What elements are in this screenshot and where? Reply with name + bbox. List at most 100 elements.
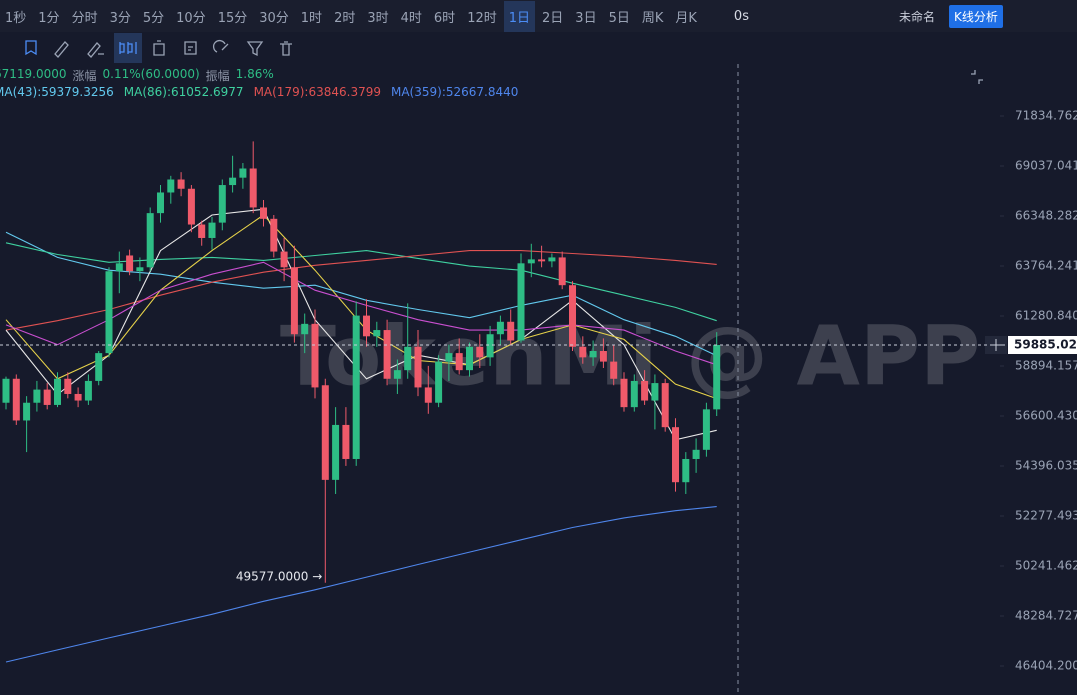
candle-body [43, 389, 51, 405]
toolbar: 1秒 1分 分时 3分 5分 10分 15分 30分 1时 2时 3时 4时 6时 12时 1日 2日 3日 5日… [0, 0, 1077, 32]
tool-candles[interactable] [119, 42, 137, 54]
low-label: 49577.0000 → [236, 569, 322, 583]
tool-bar [0, 32, 1077, 64]
candle-body [136, 267, 144, 272]
candle-body [54, 378, 61, 405]
interval-tab[interactable]: 2日 [542, 10, 564, 26]
legend-value: 61052.6977 [171, 85, 244, 99]
interval-tab[interactable]: 1分 [38, 10, 60, 26]
candle-body [187, 188, 195, 225]
tool-note[interactable] [184, 41, 197, 55]
legend-name: MA(179) [254, 85, 309, 99]
candle-body [393, 370, 401, 379]
candle-body [610, 361, 618, 379]
tool-bookmark[interactable] [25, 40, 37, 56]
last-price-label: 59885.029 [1014, 337, 1077, 351]
candle-body [115, 263, 123, 272]
interval-tab[interactable]: 10分 [176, 10, 206, 26]
last-price-box [1008, 335, 1077, 354]
candle-body [383, 330, 391, 379]
candle-body [558, 257, 566, 286]
candle-body [167, 179, 175, 193]
interval-tab[interactable]: 月K [675, 10, 697, 26]
candle-body [218, 185, 226, 223]
layout-name[interactable]: 未命名 [898, 9, 935, 24]
candle-body [74, 393, 82, 401]
info-label: 涨幅 [72, 69, 97, 83]
legend-value: 63846.3799 [308, 85, 381, 99]
info-value: 0.11%(60.0000) [102, 67, 200, 81]
candle-body [486, 334, 494, 358]
legend-value: 52667.8440 [445, 85, 519, 99]
interval-tab[interactable]: 1日 [503, 0, 536, 32]
candle-body [84, 380, 92, 401]
interval-tab[interactable]: 周K [641, 10, 664, 26]
y-tick-label: 69037.0419 [1015, 159, 1077, 173]
candle-body [352, 315, 360, 459]
info-price: 67119.0000 [0, 67, 67, 81]
candle-body [661, 383, 669, 428]
candle-body [373, 330, 381, 337]
interval-tab[interactable]: 3分 [109, 10, 131, 26]
candle-body [569, 285, 576, 347]
interval-tab[interactable]: 1时 [300, 10, 323, 26]
tool-pen[interactable] [87, 42, 104, 58]
candle-body [424, 387, 432, 403]
candle-body [672, 427, 679, 483]
candle-body [321, 385, 329, 480]
y-tick-label: 61280.840 [1015, 308, 1077, 322]
candle-body [311, 323, 319, 388]
info-line: 67119.0000 涨幅 0.11%(60.0000) 振幅 1.86% [0, 67, 274, 84]
legend-item: MA(179)63846.3799 [254, 85, 381, 99]
candle-body [538, 259, 546, 262]
tool-delete[interactable] [280, 41, 292, 56]
tool-ruler[interactable] [54, 41, 69, 58]
interval-tab[interactable]: 5日 [608, 10, 630, 26]
candle-body [414, 346, 422, 388]
interval-tab[interactable]: 5分 [142, 10, 165, 26]
candle-body [198, 224, 206, 238]
interval-tab[interactable]: 12时 [467, 10, 497, 26]
interval-tab[interactable]: 2时 [334, 10, 356, 26]
tool-timer[interactable] [153, 40, 165, 56]
collapse-icon[interactable] [971, 70, 983, 84]
interval-tab[interactable]: 3时 [367, 10, 389, 26]
tool-filter[interactable] [246, 41, 264, 57]
analysis-button[interactable]: K线分析 [948, 4, 1003, 28]
candle-body [445, 353, 453, 362]
y-tick-label: 71834.7629 [1015, 109, 1077, 123]
interval-tab[interactable]: 3日 [575, 10, 597, 26]
candle-body [270, 218, 278, 252]
candle-body [249, 168, 257, 208]
candle-body [496, 321, 504, 335]
candle-body [260, 207, 267, 219]
candle-body [105, 271, 113, 354]
candle-body [23, 402, 31, 421]
interval-tab[interactable]: 4时 [400, 10, 422, 26]
candle-body [651, 383, 659, 401]
candle-body [229, 177, 237, 186]
candle-body [332, 424, 340, 480]
candle-body [641, 380, 649, 401]
candle-body [692, 449, 700, 459]
candle-body [579, 346, 587, 358]
candle-body [404, 346, 412, 371]
interval-tab[interactable]: 15分 [217, 10, 248, 26]
legend-item: MA(359)52667.8440 [391, 85, 518, 99]
candle-body [33, 389, 41, 403]
legend: MA(43)59379.3256MA(86)61052.6977MA(179)6… [0, 85, 518, 99]
candle-body [280, 251, 288, 268]
interval-tab[interactable]: 30分 [259, 10, 289, 26]
tool-magnet[interactable] [213, 40, 229, 53]
y-tick-label: 52277.493 [1015, 508, 1077, 522]
candle-body [342, 424, 350, 459]
y-tick-label: 50241.462 [1015, 558, 1077, 572]
interval-tab[interactable]: 1秒 [5, 10, 27, 26]
speed[interactable]: 0s [733, 8, 749, 24]
legend-value: 59379.3256 [41, 85, 114, 99]
interval-tab[interactable]: 6时 [433, 10, 456, 26]
candle-body [589, 351, 597, 358]
interval-tab[interactable]: 分时 [71, 10, 98, 26]
ma-line [5, 506, 717, 663]
